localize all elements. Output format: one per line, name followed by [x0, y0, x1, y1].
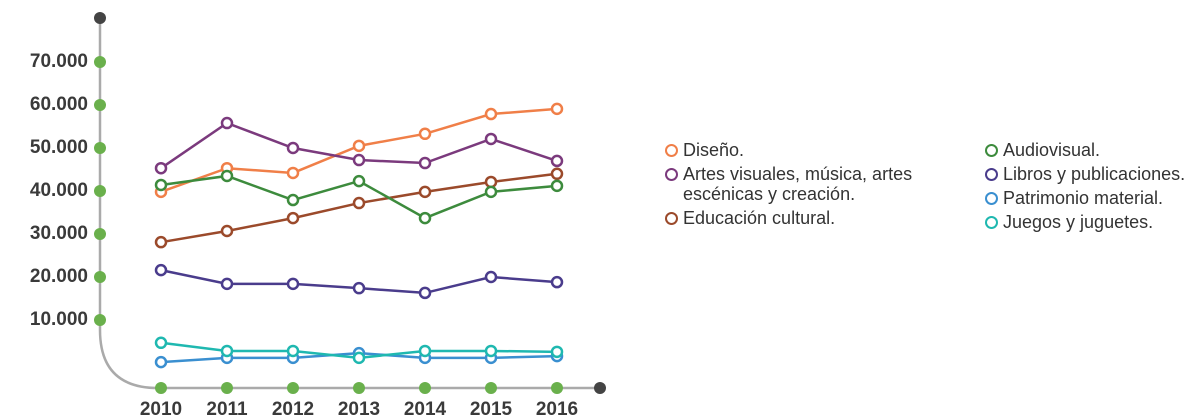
- legend-label: Audiovisual.: [1003, 140, 1101, 160]
- y-tick: [94, 314, 106, 326]
- data-point: [550, 167, 564, 181]
- y-tick: [94, 56, 106, 68]
- data-point: [550, 179, 564, 193]
- y-tick-label: 50.000: [30, 137, 88, 158]
- data-point: [154, 178, 168, 192]
- legend-label: Educación cultural.: [683, 208, 836, 228]
- legend: Audiovisual. Libros y publicaciones. Patri…: [985, 140, 1185, 236]
- x-tick: [551, 382, 563, 394]
- data-point: [484, 344, 498, 358]
- x-tick: [155, 382, 167, 394]
- x-tick-label: 2013: [338, 399, 380, 420]
- legend-marker: [665, 168, 678, 181]
- legend-item: Audiovisual.: [985, 140, 1185, 160]
- data-point: [550, 102, 564, 116]
- data-point: [286, 277, 300, 291]
- y-tick-label: 10.000: [30, 309, 88, 330]
- data-point: [418, 286, 432, 300]
- data-point: [286, 211, 300, 225]
- data-point: [220, 344, 234, 358]
- y-tick: [94, 228, 106, 240]
- y-tick-label: 20.000: [30, 266, 88, 287]
- data-point: [352, 351, 366, 365]
- axis-end: [594, 382, 606, 394]
- x-tick: [353, 382, 365, 394]
- legend-marker: [985, 144, 998, 157]
- data-point: [220, 169, 234, 183]
- data-point: [550, 275, 564, 289]
- x-tick-label: 2014: [404, 399, 447, 420]
- x-tick-label: 2015: [470, 399, 513, 420]
- y-tick: [94, 99, 106, 111]
- y-tick: [94, 142, 106, 154]
- x-tick-label: 2011: [206, 399, 248, 420]
- legend: Diseño. Artes visuales, música, artes esc…: [665, 140, 918, 232]
- legend-marker: [665, 144, 678, 157]
- y-tick-label: 70.000: [30, 51, 88, 72]
- data-point: [154, 235, 168, 249]
- legend-marker: [985, 216, 998, 229]
- legend-item: Diseño.: [665, 140, 918, 160]
- y-tick-label: 30.000: [30, 223, 88, 244]
- data-point: [154, 355, 168, 369]
- data-point: [220, 277, 234, 291]
- data-point: [484, 132, 498, 146]
- data-point: [484, 270, 498, 284]
- data-point: [154, 263, 168, 277]
- data-point: [550, 345, 564, 359]
- data-point: [352, 139, 366, 153]
- legend-label: Artes visuales, música, artes escénicas …: [683, 164, 913, 204]
- x-tick-label: 2010: [140, 399, 182, 420]
- legend-item: Educación cultural.: [665, 208, 918, 228]
- axis-end: [94, 12, 106, 24]
- x-tick: [419, 382, 431, 394]
- data-point: [286, 344, 300, 358]
- legend-label: Patrimonio material.: [1003, 188, 1164, 208]
- data-point: [154, 336, 168, 350]
- data-point: [220, 224, 234, 238]
- legend-item: Patrimonio material.: [985, 188, 1185, 208]
- y-tick: [94, 271, 106, 283]
- legend-marker: [985, 192, 998, 205]
- data-point: [220, 116, 234, 130]
- y-tick: [94, 185, 106, 197]
- y-tick-label: 40.000: [30, 180, 88, 201]
- data-point: [352, 196, 366, 210]
- data-point: [484, 175, 498, 189]
- x-tick-label: 2012: [272, 399, 314, 420]
- data-point: [352, 281, 366, 295]
- data-point: [418, 156, 432, 170]
- legend-label: Juegos y juguetes.: [1003, 212, 1154, 232]
- data-point: [352, 174, 366, 188]
- x-tick: [485, 382, 497, 394]
- y-tick-label: 60.000: [30, 94, 88, 115]
- legend-label: Diseño.: [683, 140, 745, 160]
- data-point: [154, 161, 168, 175]
- legend-marker: [985, 168, 998, 181]
- data-point: [550, 154, 564, 168]
- legend-item: Juegos y juguetes.: [985, 212, 1185, 232]
- data-point: [484, 185, 498, 199]
- legend-item: Libros y publicaciones.: [985, 164, 1185, 184]
- legend-marker: [665, 212, 678, 225]
- x-tick-label: 2016: [536, 399, 578, 420]
- axis: [98, 18, 600, 390]
- data-point: [418, 127, 432, 141]
- data-point: [352, 153, 366, 167]
- data-point: [484, 107, 498, 121]
- data-point: [418, 344, 432, 358]
- legend-label: Libros y publicaciones.: [1003, 164, 1186, 184]
- data-point: [418, 211, 432, 225]
- data-point: [286, 141, 300, 155]
- legend-item: Artes visuales, música, artes escénicas …: [665, 164, 918, 204]
- data-point: [286, 193, 300, 207]
- x-tick: [221, 382, 233, 394]
- data-point: [286, 166, 300, 180]
- data-point: [418, 185, 432, 199]
- x-tick: [287, 382, 299, 394]
